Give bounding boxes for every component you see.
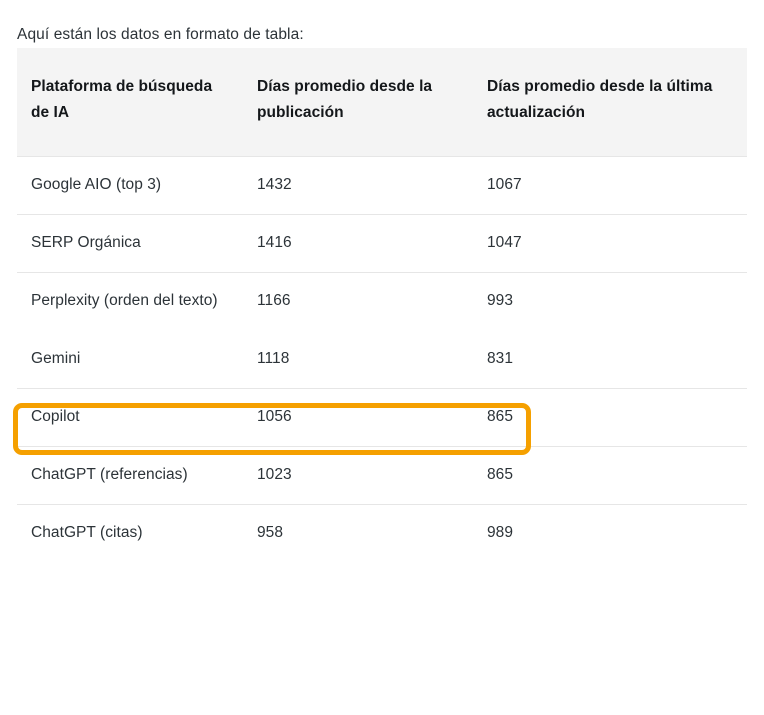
data-table-container: Plataforma de búsqueda de IA Días promed… <box>17 48 747 562</box>
table-body: Google AIO (top 3) 1432 1067 SERP Orgánica 1… <box>17 156 747 562</box>
cell-days-since-last-update: 989 <box>474 504 747 562</box>
cell-platform: Gemini <box>31 350 81 367</box>
ai-search-platform-table: Plataforma de búsqueda de IA Días promed… <box>17 48 747 562</box>
cell-platform: SERP Orgánica <box>17 214 244 273</box>
cell-days-since-publication: 958 <box>244 504 474 562</box>
table-row: ChatGPT (referencias) 1023 865 <box>17 446 747 505</box>
table-row: ChatGPT (citas) 958 989 <box>17 504 747 562</box>
cell-days-since-last-update: 865 <box>474 388 747 447</box>
cell-days-since-publication: 1166 <box>244 272 474 331</box>
table-row: SERP Orgánica 1416 1047 <box>17 214 747 273</box>
cell-days-since-publication: 1432 <box>244 156 474 215</box>
cell-platform: Google AIO (top 3) <box>17 156 244 215</box>
cell-platform: Copilot <box>17 388 244 447</box>
intro-paragraph: Aquí están los datos en formato de tabla… <box>17 25 304 43</box>
column-header-platform: Plataforma de búsqueda de IA <box>31 78 213 121</box>
cell-platform: ChatGPT (citas) <box>17 504 244 562</box>
table-header: Plataforma de búsqueda de IA Días promed… <box>17 48 747 157</box>
cell-days-since-last-update: 1047 <box>474 214 747 273</box>
cell-days-since-publication: 1416 <box>244 214 474 273</box>
cell-days-since-publication: 1023 <box>244 446 474 505</box>
cell-days-since-last-update: 993 <box>474 272 747 331</box>
cell-days-since-last-update: 865 <box>474 446 747 505</box>
table-row: Perplexity (orden del texto) 1166 993 <box>17 272 747 331</box>
cell-platform: Perplexity (orden del texto) <box>17 272 244 331</box>
column-header-days-since-publication: Días promedio desde la publicación <box>257 78 433 121</box>
column-header-days-since-last-update: Días promedio desde la última actualizac… <box>487 78 713 121</box>
cell-days-since-last-update: 831 <box>487 350 514 367</box>
table-row: Google AIO (top 3) 1432 1067 <box>17 156 747 215</box>
cell-days-since-publication: 1056 <box>244 388 474 447</box>
table-row: Gemini 1118 831 <box>17 331 747 389</box>
table-header-row: Plataforma de búsqueda de IA Días promed… <box>17 48 747 157</box>
cell-days-since-last-update: 1067 <box>474 156 747 215</box>
table-row: Copilot 1056 865 <box>17 388 747 447</box>
cell-platform: ChatGPT (referencias) <box>17 446 244 505</box>
cell-days-since-publication: 1118 <box>257 350 290 367</box>
